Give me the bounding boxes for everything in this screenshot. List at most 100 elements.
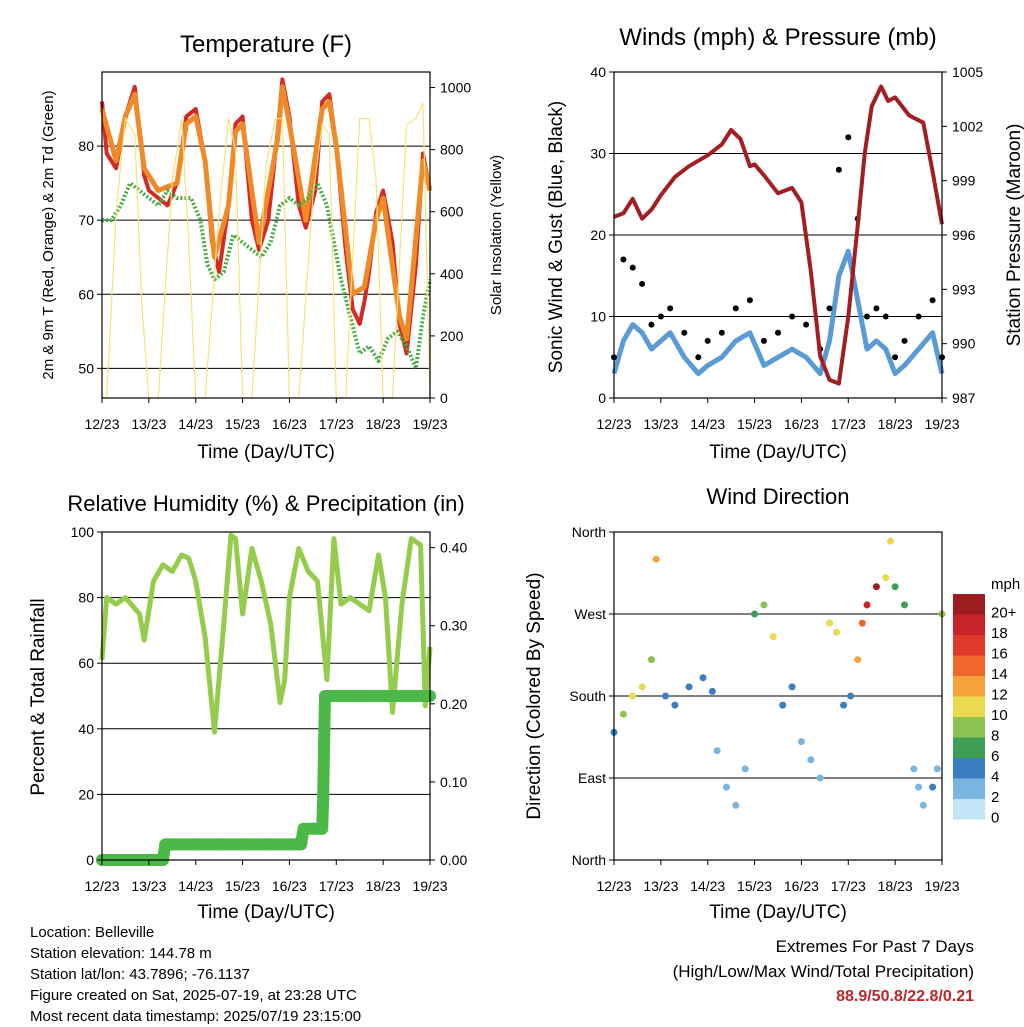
- direction-point: [816, 774, 824, 782]
- precip-point: [318, 736, 331, 749]
- gust-point: [639, 280, 646, 287]
- y2-tick-label: 1005: [952, 64, 983, 80]
- y2-tick-label: 1002: [952, 118, 983, 134]
- colorbar-label: 8: [991, 727, 999, 744]
- gust-point: [915, 313, 922, 320]
- colorbar-label: 18: [991, 625, 1008, 642]
- direction-point: [629, 692, 637, 700]
- temperature-title: Temperature (F): [180, 31, 352, 58]
- precip-point: [317, 791, 330, 804]
- y2-tick-label: 996: [952, 227, 976, 243]
- x-tick-label: 17/23: [319, 416, 354, 432]
- station-elevation: Station elevation: 144.78 m: [30, 945, 212, 962]
- dewpoint-line: [102, 181, 432, 371]
- x-tick-label: 15/23: [737, 878, 772, 894]
- x-tick-label: 12/23: [84, 878, 119, 894]
- y2-tick-label: 800: [440, 142, 464, 158]
- station-location: Location: Belleville: [30, 924, 155, 941]
- colorbar-swatch: [953, 758, 985, 779]
- gust-point: [695, 354, 702, 361]
- direction-point: [662, 692, 669, 700]
- gust-point: [789, 313, 796, 320]
- temperature-panel: Temperature (F) 2m & 9m T (Red, Orange) …: [40, 31, 505, 463]
- y-tick-label: North: [572, 852, 606, 868]
- direction-point: [872, 583, 880, 591]
- direction-point: [788, 683, 796, 691]
- gust-point: [657, 313, 664, 320]
- x-tick-label: 15/23: [737, 416, 772, 432]
- direction-point: [882, 574, 890, 582]
- winds-ylabel-right: Station Pressure (Maroon): [1004, 124, 1024, 347]
- colorbar-title: mph: [991, 576, 1020, 593]
- direction-point: [708, 687, 716, 695]
- pressure-line: [613, 84, 944, 386]
- x-tick-label: 15/23: [225, 416, 260, 432]
- winds-plot: 0 10 20 30 40 987 990 993 996 999 1002 1005 12/23 13/…: [590, 64, 983, 432]
- winds-xlabel: Time (Day/UTC): [709, 442, 847, 463]
- colorbar-swatch: [953, 737, 985, 758]
- direction-point: [858, 619, 866, 627]
- x-tick-label: 13/23: [643, 878, 678, 894]
- gust-point: [746, 297, 753, 304]
- direction-title: Wind Direction: [706, 484, 849, 509]
- precip-point: [306, 822, 319, 835]
- y2-tick-label: 987: [952, 390, 976, 406]
- temperature-ylabel-left: 2m & 9m T (Red, Orange) & 2m Td (Green): [40, 90, 57, 379]
- colorbar-label: 16: [991, 645, 1008, 662]
- direction-point: [887, 537, 894, 545]
- gust-point: [681, 329, 688, 336]
- y2-tick-label: 993: [952, 281, 976, 297]
- precip-point: [236, 838, 249, 851]
- direction-panel: Wind Direction Direction (Colored By Spe…: [524, 484, 1020, 923]
- gust-point: [873, 305, 880, 312]
- gust-point: [667, 305, 674, 312]
- colorbar-label: 4: [991, 768, 999, 785]
- x-tick-label: 19/23: [924, 416, 959, 432]
- y-tick-label: 30: [590, 146, 606, 162]
- direction-ylabel-left: Direction (Colored By Speed): [524, 572, 545, 819]
- colorbar-label: 2: [991, 789, 999, 806]
- x-tick-label: 18/23: [878, 878, 913, 894]
- y-tick-label: 20: [78, 786, 94, 802]
- plot-frame: [101, 531, 431, 861]
- y-tick-label: 100: [71, 524, 95, 540]
- gust-point: [718, 329, 725, 336]
- y2-tick-label: 0: [440, 390, 448, 406]
- direction-point: [671, 701, 679, 709]
- y-tick-label: 50: [78, 360, 94, 376]
- temperature-xlabel: Time (Day/UTC): [197, 442, 335, 463]
- y2-tick-label: 200: [440, 328, 464, 344]
- direction-point: [779, 701, 787, 709]
- colorbar-swatch: [953, 717, 985, 738]
- y-tick-label: 10: [590, 309, 606, 325]
- precip-point: [260, 838, 272, 851]
- colorbar-label: 0: [991, 809, 999, 826]
- x-tick-label: 18/23: [878, 416, 913, 432]
- x-tick-label: 19/23: [412, 878, 447, 894]
- figure-created: Figure created on Sat, 2025-07-19, at 23…: [30, 987, 357, 1004]
- direction-point: [741, 765, 749, 773]
- temp-9m-line: [99, 84, 433, 342]
- x-tick-label: 14/23: [690, 878, 725, 894]
- gust-point: [892, 354, 899, 361]
- y2-tick-label: 0.00: [440, 852, 467, 868]
- precip-point: [189, 838, 202, 851]
- direction-point: [713, 747, 721, 755]
- colorbar-swatch: [953, 655, 985, 676]
- x-tick-label: 19/23: [924, 878, 959, 894]
- precip-line: [96, 690, 436, 866]
- precip-point: [283, 838, 296, 851]
- x-tick-label: 12/23: [596, 416, 631, 432]
- precip-point: [330, 690, 343, 702]
- x-tick-label: 17/23: [831, 878, 866, 894]
- colorbar-label: 20+: [991, 604, 1017, 621]
- gust-point: [826, 305, 833, 312]
- colorbar-swatch: [953, 799, 985, 820]
- direction-point: [929, 783, 937, 791]
- x-tick-label: 13/23: [643, 416, 678, 432]
- direction-point: [919, 801, 927, 809]
- y2-tick-label: 999: [952, 173, 976, 189]
- direction-point: [933, 765, 941, 773]
- precip-point: [213, 838, 226, 851]
